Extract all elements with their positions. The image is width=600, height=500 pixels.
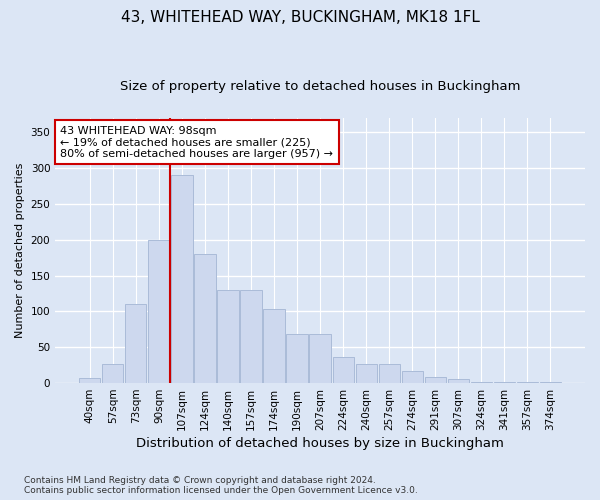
Bar	[241, 290, 262, 383]
Text: Contains HM Land Registry data © Crown copyright and database right 2024.
Contai: Contains HM Land Registry data © Crown c…	[24, 476, 418, 495]
Bar	[172, 175, 193, 383]
Bar	[470, 382, 492, 383]
Bar	[148, 240, 170, 383]
Y-axis label: Number of detached properties: Number of detached properties	[15, 162, 25, 338]
Bar	[425, 378, 446, 383]
Bar	[263, 309, 284, 383]
Bar	[286, 334, 308, 383]
Bar	[540, 382, 561, 383]
Bar	[332, 356, 353, 383]
Text: 43, WHITEHEAD WAY, BUCKINGHAM, MK18 1FL: 43, WHITEHEAD WAY, BUCKINGHAM, MK18 1FL	[121, 10, 479, 25]
Bar	[448, 380, 469, 383]
Bar	[517, 382, 538, 383]
Bar	[217, 290, 239, 383]
Bar	[379, 364, 400, 383]
Bar	[125, 304, 146, 383]
Bar	[194, 254, 215, 383]
Bar	[79, 378, 100, 383]
Bar	[102, 364, 124, 383]
X-axis label: Distribution of detached houses by size in Buckingham: Distribution of detached houses by size …	[136, 437, 504, 450]
Title: Size of property relative to detached houses in Buckingham: Size of property relative to detached ho…	[120, 80, 520, 93]
Bar	[401, 371, 423, 383]
Bar	[310, 334, 331, 383]
Bar	[494, 382, 515, 383]
Text: 43 WHITEHEAD WAY: 98sqm
← 19% of detached houses are smaller (225)
80% of semi-d: 43 WHITEHEAD WAY: 98sqm ← 19% of detache…	[61, 126, 334, 159]
Bar	[356, 364, 377, 383]
